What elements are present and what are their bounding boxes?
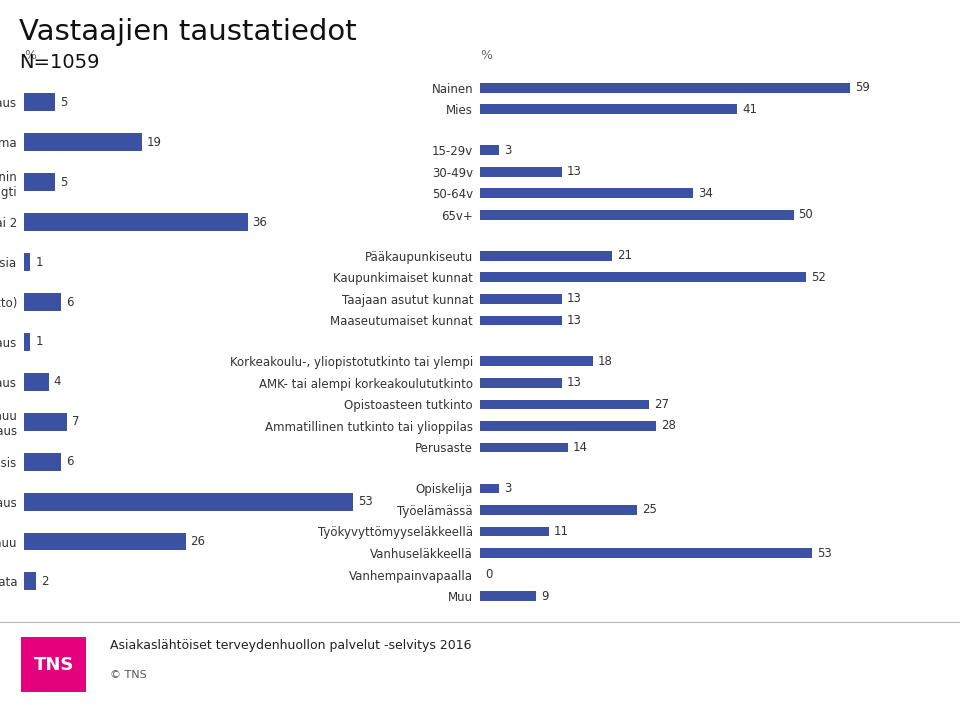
Text: 19: 19 [147, 136, 162, 149]
Text: Asiakaslähtöiset terveydenhuollon palvelut -selvitys 2016: Asiakaslähtöiset terveydenhuollon palvel… [110, 639, 472, 651]
Text: 3: 3 [504, 144, 512, 157]
Text: 21: 21 [616, 250, 632, 262]
Text: 3: 3 [504, 482, 512, 495]
Text: 59: 59 [855, 81, 870, 94]
Text: TNS: TNS [34, 656, 74, 674]
Bar [480, 188, 693, 198]
Text: 18: 18 [598, 355, 612, 368]
Bar [24, 572, 36, 590]
Text: 26: 26 [190, 535, 205, 548]
Bar [24, 453, 61, 471]
Text: 41: 41 [742, 103, 757, 116]
Text: 2: 2 [41, 575, 49, 588]
Text: Vastaajien taustatiedot: Vastaajien taustatiedot [19, 18, 357, 46]
Text: © TNS: © TNS [110, 670, 147, 680]
Text: 52: 52 [811, 271, 826, 284]
Text: 7: 7 [72, 415, 80, 428]
Bar [480, 104, 737, 114]
Bar [480, 167, 562, 176]
Bar [480, 145, 499, 155]
Text: 13: 13 [566, 376, 582, 389]
Text: 34: 34 [698, 187, 713, 200]
Bar [24, 94, 55, 111]
Bar [24, 333, 30, 351]
Bar [480, 421, 656, 431]
Bar [24, 133, 142, 152]
Bar [24, 173, 55, 191]
Bar [480, 272, 806, 282]
Bar [24, 213, 248, 231]
Bar [480, 484, 499, 494]
Text: 9: 9 [541, 589, 549, 603]
Bar [480, 378, 562, 388]
Text: 5: 5 [60, 176, 67, 189]
Text: 27: 27 [655, 398, 669, 411]
Bar [480, 505, 636, 515]
Text: 14: 14 [573, 441, 588, 454]
Text: %: % [480, 49, 492, 62]
Text: 6: 6 [66, 455, 74, 468]
Bar [480, 210, 794, 220]
Text: 4: 4 [54, 375, 61, 388]
Bar [480, 443, 567, 453]
Bar [480, 527, 549, 537]
Text: 28: 28 [660, 419, 676, 432]
Text: %: % [24, 49, 36, 62]
Text: 53: 53 [817, 546, 832, 560]
Text: 0: 0 [485, 568, 492, 581]
Text: 13: 13 [566, 314, 582, 327]
Bar [24, 293, 61, 311]
Bar [24, 532, 185, 551]
Bar [24, 412, 67, 431]
Text: 13: 13 [566, 293, 582, 305]
Bar [24, 253, 30, 271]
Bar [24, 373, 49, 391]
Bar [480, 548, 812, 558]
Text: 53: 53 [358, 495, 372, 508]
Text: 1: 1 [36, 336, 42, 348]
Bar [24, 493, 353, 510]
Text: 6: 6 [66, 295, 74, 309]
Text: 5: 5 [60, 96, 67, 109]
Text: 36: 36 [252, 216, 268, 228]
Bar [480, 294, 562, 304]
Bar [480, 591, 537, 601]
Text: N=1059: N=1059 [19, 53, 100, 72]
Bar [480, 400, 649, 409]
Text: 1: 1 [36, 256, 42, 269]
Text: 13: 13 [566, 165, 582, 178]
Bar [480, 357, 593, 366]
Bar [480, 316, 562, 325]
Text: 25: 25 [642, 503, 657, 517]
Text: 50: 50 [799, 209, 813, 221]
Text: 11: 11 [554, 525, 569, 538]
Bar [480, 83, 850, 92]
Bar [480, 251, 612, 261]
